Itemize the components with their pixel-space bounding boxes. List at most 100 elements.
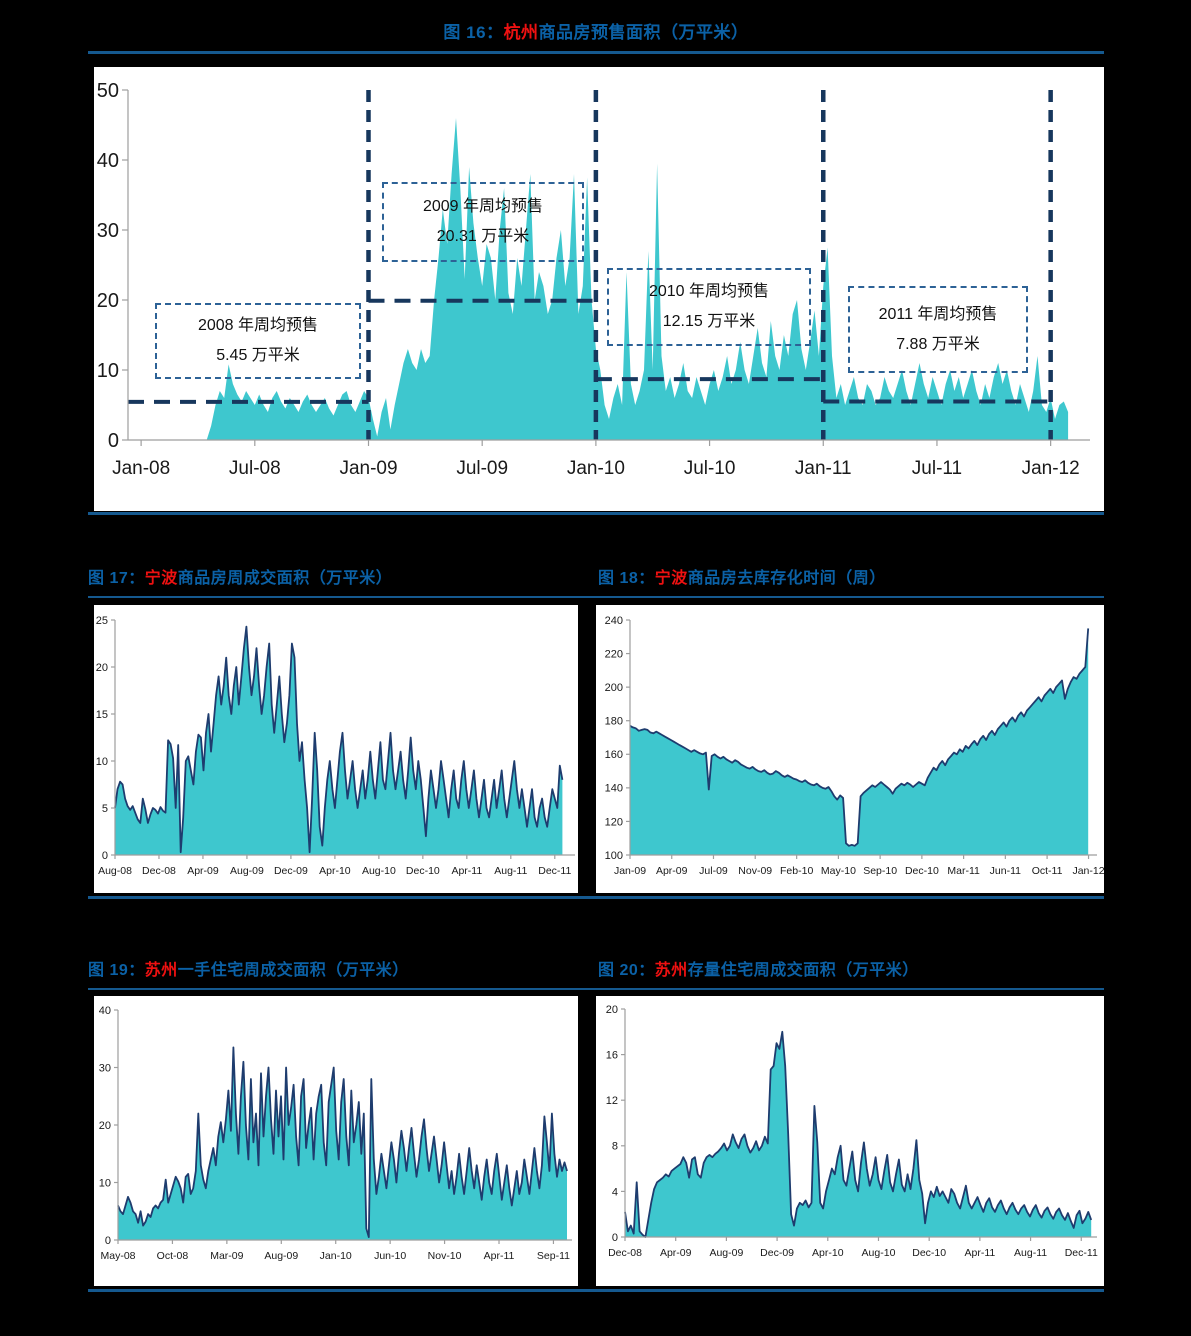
rule-under-fig16-title (88, 51, 1104, 54)
fig17-svg: 0 5 10 15 20 25 Aug-08 Dec-08 Apr-09 Aug-09 Dec-09… (96, 615, 575, 877)
svg-text:0: 0 (105, 1235, 111, 1247)
svg-text:10: 10 (97, 360, 119, 382)
fig16-title-rest: 商品房预售面积（万平米） (538, 23, 749, 42)
avg-annotation-2010-line1: 2010 年周均预售 (648, 283, 770, 301)
svg-text:Jan-11: Jan-11 (795, 458, 852, 479)
svg-text:0: 0 (612, 1232, 618, 1244)
fig18-title-prefix: 图 18： (598, 570, 655, 587)
fig20-title: 图 20：苏州存量住宅周成交面积（万平米） (598, 956, 919, 980)
svg-text:Mar-09: Mar-09 (210, 1250, 243, 1262)
svg-text:200: 200 (605, 682, 623, 694)
fig17-title-rest: 商品房周成交面积（万平米） (177, 570, 393, 587)
avg-annotation-2011-line1: 2011 年周均预售 (878, 305, 998, 323)
fig16-title: 图 16：杭州商品房预售面积（万平米） (88, 18, 1104, 43)
svg-text:Jul-10: Jul-10 (684, 458, 736, 479)
fig19-title-prefix: 图 19： (88, 962, 145, 979)
fig20-svg: 0 4 8 12 16 20 Dec-08 Apr-09 Aug-09 Dec-09 Apr-10 A… (606, 1004, 1098, 1259)
svg-text:30: 30 (99, 1062, 111, 1074)
fig20-title-rest: 存量住宅周成交面积（万平米） (687, 962, 919, 979)
avg-annotation-2011-line2: 7.88 万平米 (896, 335, 980, 353)
svg-text:Sep-10: Sep-10 (863, 865, 897, 877)
svg-text:Apr-09: Apr-09 (656, 865, 688, 877)
fig19-title: 图 19：苏州一手住宅周成交面积（万平米） (88, 956, 409, 980)
svg-text:Aug-11: Aug-11 (1014, 1247, 1047, 1259)
svg-text:Apr-09: Apr-09 (187, 865, 219, 877)
svg-text:240: 240 (605, 615, 623, 627)
svg-text:Aug-10: Aug-10 (862, 1247, 896, 1259)
fig17-title-prefix: 图 17： (88, 570, 145, 587)
svg-text:Jul-09: Jul-09 (699, 865, 728, 877)
fig19-svg: 0 10 20 30 40 May-08 Oct-08 Mar-09 Aug-09 Jan-10 J… (99, 1005, 572, 1262)
fig19-title-rest: 一手住宅周成交面积（万平米） (177, 962, 409, 979)
rule-under-row2-charts (88, 896, 1104, 899)
avg-annotation-2008-line2: 5.45 万平米 (216, 347, 300, 364)
svg-text:Dec-10: Dec-10 (406, 865, 440, 877)
svg-text:20: 20 (99, 1120, 111, 1132)
svg-text:Dec-11: Dec-11 (538, 865, 571, 877)
svg-text:Jan-09: Jan-09 (339, 458, 397, 479)
svg-text:Feb-10: Feb-10 (780, 865, 813, 877)
svg-text:Jan-09: Jan-09 (614, 865, 646, 877)
svg-text:Jun-11: Jun-11 (990, 865, 1021, 877)
svg-text:Jul-08: Jul-08 (229, 458, 281, 479)
avg-annotation-2008: 2008 年周均预售 5.45 万平米 (155, 303, 361, 379)
svg-text:Aug-09: Aug-09 (709, 1247, 743, 1259)
fig18-title-rest: 商品房去库存化时间（周） (687, 570, 886, 587)
svg-text:Mar-11: Mar-11 (947, 865, 980, 877)
svg-text:Sep-11: Sep-11 (537, 1250, 570, 1262)
svg-text:Dec-09: Dec-09 (274, 865, 308, 877)
svg-text:25: 25 (96, 615, 108, 627)
fig17-title-city: 宁波 (144, 570, 178, 587)
svg-text:160: 160 (605, 749, 623, 761)
rule-under-row2-titles (88, 596, 1104, 598)
svg-text:May-08: May-08 (100, 1250, 135, 1262)
svg-text:Apr-11: Apr-11 (451, 865, 482, 877)
fig19-title-city: 苏州 (144, 962, 178, 979)
svg-text:Apr-11: Apr-11 (484, 1250, 515, 1262)
avg-annotation-2010: 2010 年周均预售 12.15 万平米 (607, 268, 811, 346)
svg-text:15: 15 (96, 709, 108, 721)
svg-text:Aug-09: Aug-09 (230, 865, 264, 877)
svg-text:Jul-09: Jul-09 (456, 458, 508, 479)
svg-text:Aug-09: Aug-09 (264, 1250, 298, 1262)
fig20-title-city: 苏州 (654, 962, 688, 979)
svg-text:Jul-11: Jul-11 (912, 458, 962, 479)
svg-text:30: 30 (97, 220, 119, 242)
svg-text:Nov-10: Nov-10 (428, 1250, 462, 1262)
svg-text:0: 0 (108, 430, 119, 452)
svg-text:Apr-10: Apr-10 (319, 865, 351, 877)
svg-text:Apr-11: Apr-11 (964, 1247, 995, 1259)
svg-text:Aug-11: Aug-11 (494, 865, 527, 877)
svg-text:10: 10 (96, 756, 108, 768)
svg-text:Jan-12: Jan-12 (1022, 458, 1080, 479)
svg-text:Dec-08: Dec-08 (608, 1247, 642, 1259)
fig20-title-prefix: 图 20： (598, 962, 655, 979)
svg-text:40: 40 (99, 1005, 111, 1017)
svg-text:Jan-08: Jan-08 (112, 458, 170, 479)
avg-annotation-2009-line2: 20.31 万平米 (436, 228, 530, 245)
fig19-chart-panel: 0 10 20 30 40 May-08 Oct-08 Mar-09 Aug-09 Jan-10 J… (94, 996, 578, 1286)
fig16-title-prefix: 图 16： (443, 23, 504, 42)
svg-text:Dec-10: Dec-10 (905, 865, 939, 877)
svg-text:20: 20 (606, 1004, 618, 1016)
svg-text:4: 4 (612, 1186, 618, 1198)
svg-text:120: 120 (605, 816, 623, 828)
fig18-svg: 100 120 140 160 180 200 220 240 Jan-09 Apr-09 Jul-… (605, 615, 1104, 877)
svg-text:Apr-10: Apr-10 (812, 1247, 844, 1259)
fig17-title: 图 17：宁波商品房周成交面积（万平米） (88, 564, 392, 588)
fig16-title-city: 杭州 (503, 23, 539, 42)
svg-text:12: 12 (606, 1095, 618, 1107)
svg-text:8: 8 (612, 1141, 618, 1153)
svg-text:Dec-09: Dec-09 (760, 1247, 794, 1259)
svg-text:Jan-10: Jan-10 (320, 1250, 352, 1262)
svg-text:50: 50 (97, 80, 119, 102)
svg-text:5: 5 (102, 803, 108, 815)
avg-annotation-2010-line2: 12.15 万平米 (662, 313, 756, 330)
fig20-chart-panel: 0 4 8 12 16 20 Dec-08 Apr-09 Aug-09 Dec-09 Apr-10 A… (596, 996, 1104, 1286)
svg-text:Oct-11: Oct-11 (1032, 865, 1063, 877)
svg-text:20: 20 (97, 290, 119, 312)
svg-text:180: 180 (605, 716, 623, 728)
svg-text:0: 0 (102, 850, 108, 862)
svg-text:100: 100 (605, 850, 623, 862)
avg-annotation-2009: 2009 年周均预售 20.31 万平米 (382, 182, 584, 262)
